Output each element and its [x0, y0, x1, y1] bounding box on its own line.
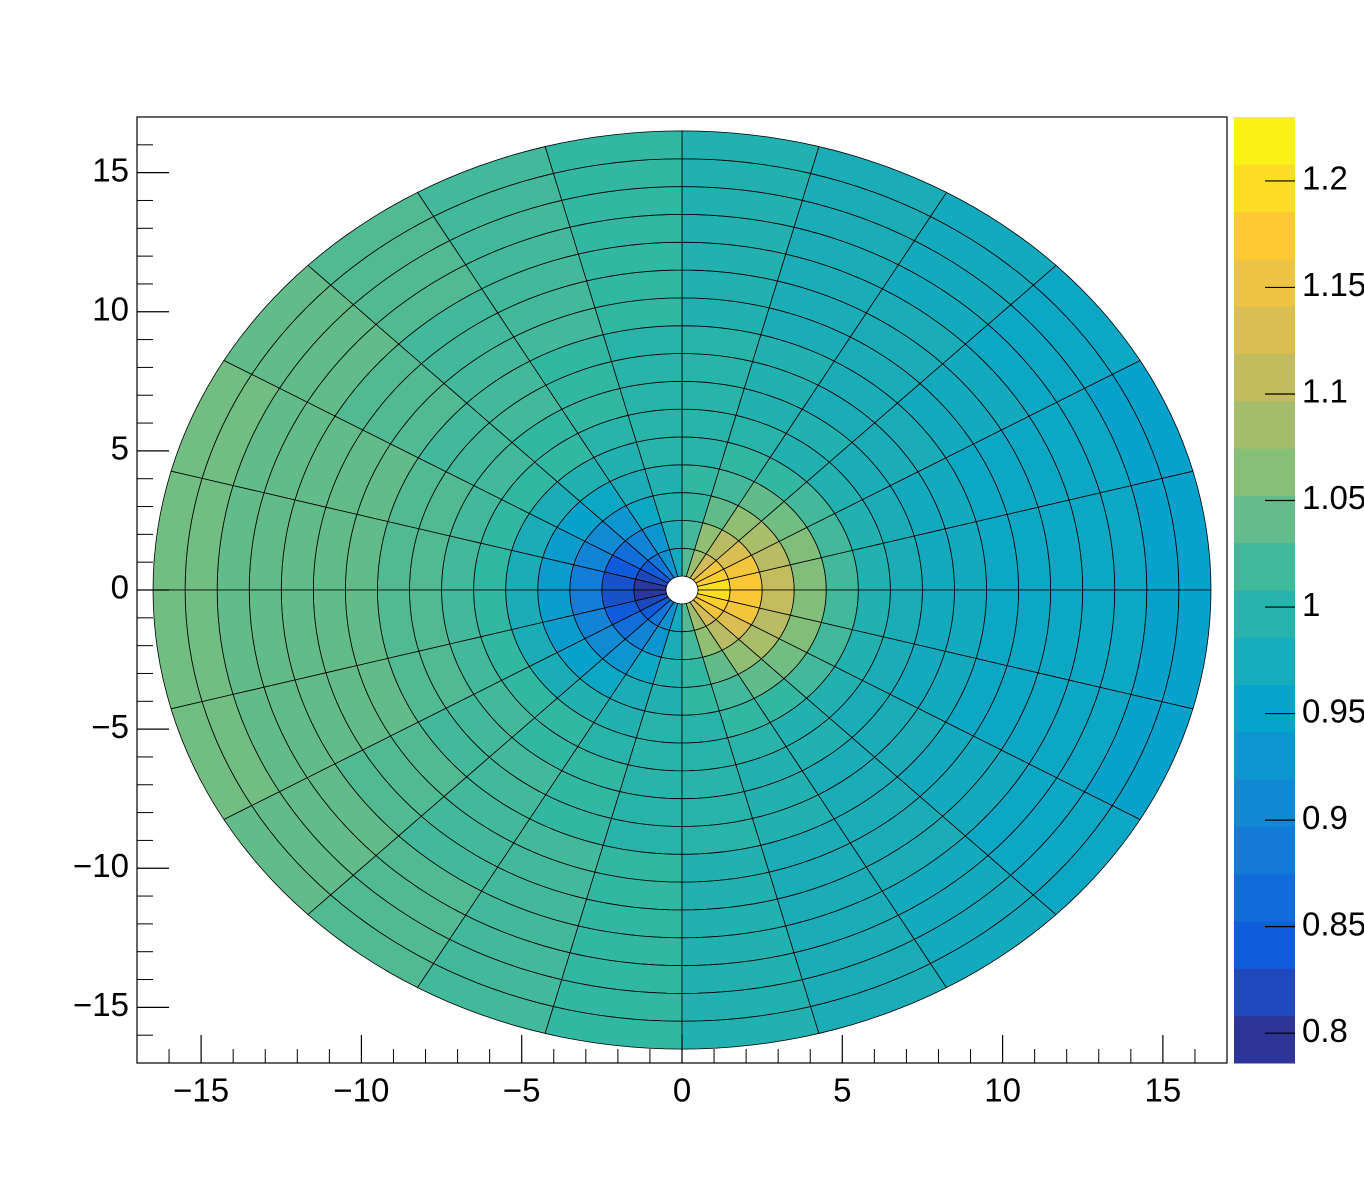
cell — [473, 589, 513, 638]
colorbar-band — [1234, 826, 1295, 875]
x-tick-label: 15 — [1145, 1072, 1182, 1109]
y-tick-label: 10 — [92, 290, 129, 327]
cell — [681, 436, 729, 470]
cell — [851, 589, 891, 638]
colorbar-band — [1234, 211, 1295, 260]
colorbar-band — [1234, 731, 1295, 780]
colorbar-band — [1234, 258, 1295, 307]
colorbar-band — [1234, 542, 1295, 591]
y-tick-label: 15 — [92, 151, 129, 188]
colorbar-band — [1234, 117, 1295, 165]
cell — [681, 408, 737, 443]
colorbar-tick-label: 1 — [1302, 586, 1320, 623]
colorbar-band — [1234, 684, 1295, 733]
colorbar-band — [1234, 1015, 1295, 1064]
cell — [820, 589, 859, 631]
cell — [505, 549, 544, 591]
x-tick-label: −10 — [333, 1072, 389, 1109]
colorbar-band — [1234, 495, 1295, 544]
colorbar-band — [1234, 448, 1295, 496]
colorbar-band — [1234, 779, 1295, 827]
colorbar-band — [1234, 353, 1295, 402]
axes: −15 −10 −5 0 5 10 15 −15 −10 −5 0 5 10 15 0.8 0.85 0.9 0.… — [73, 116, 1364, 1109]
x-tick-label: 0 — [673, 1072, 691, 1109]
colorbar-tick-label: 1.05 — [1302, 479, 1364, 516]
cells — [152, 130, 1212, 1050]
colorbar-band — [1234, 968, 1295, 1017]
colorbar-band — [1234, 164, 1295, 213]
colorbar-band — [1234, 637, 1295, 686]
cell — [681, 737, 737, 772]
cell — [1161, 589, 1212, 710]
colorbar-tick-label: 0.95 — [1302, 692, 1364, 729]
colorbar-band — [1234, 306, 1295, 354]
y-tick-label: 0 — [111, 569, 129, 606]
colorbar-tick-label: 1.2 — [1302, 160, 1348, 197]
y-tick-label: −15 — [73, 986, 129, 1023]
colorbar-band — [1234, 873, 1295, 922]
y-tick-label: −5 — [91, 708, 129, 745]
colorbar-tick-label: 0.8 — [1302, 1012, 1348, 1049]
colorbar-band — [1234, 400, 1295, 449]
colorbar-band — [1234, 921, 1295, 969]
y-tick-label: 5 — [111, 430, 129, 467]
y-tick-label: −10 — [73, 847, 129, 884]
colorbar-tick-label: 1.1 — [1302, 373, 1348, 410]
colorbar-tick-label: 0.9 — [1302, 799, 1348, 836]
cell — [473, 542, 513, 591]
x-tick-label: −5 — [503, 1072, 541, 1109]
cell — [635, 710, 683, 744]
colorbar-band — [1234, 590, 1295, 638]
cell — [627, 408, 683, 443]
x-tick-label: 10 — [984, 1072, 1021, 1109]
x-tick-label: −15 — [173, 1072, 229, 1109]
colorbar-tick-label: 1.15 — [1302, 266, 1364, 303]
cell — [851, 542, 891, 591]
cell — [627, 737, 683, 772]
colorbar-tick-label: 0.85 — [1302, 905, 1364, 942]
x-tick-label: 5 — [833, 1072, 851, 1109]
